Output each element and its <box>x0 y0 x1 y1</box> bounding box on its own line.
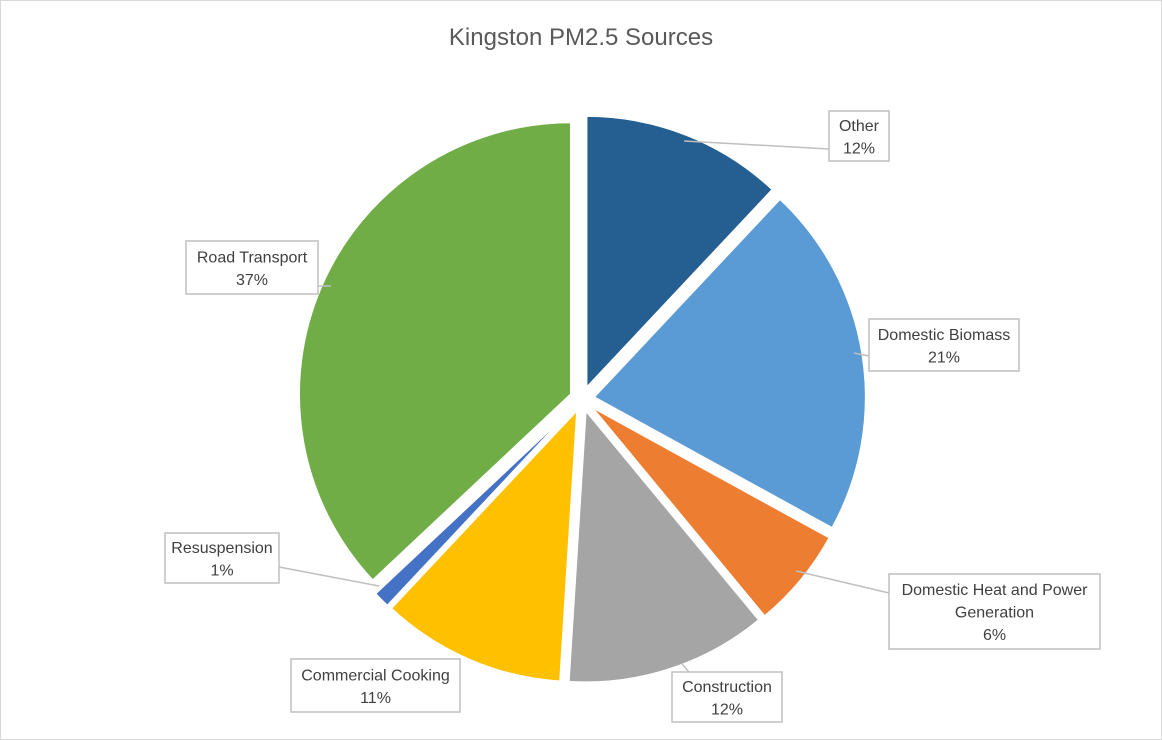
data-label-name: Resuspension <box>171 540 272 557</box>
pie-slice-resuspension <box>373 406 575 608</box>
data-label-value: 11% <box>360 690 391 707</box>
data-label-value: 37% <box>236 272 268 289</box>
leader-lines <box>278 140 890 673</box>
data-label-name: Commercial Cooking <box>301 667 450 684</box>
leader-line <box>683 140 830 150</box>
data-label-name: Road Transport <box>197 249 308 266</box>
data-label-box <box>828 110 890 162</box>
data-label-box <box>164 532 280 584</box>
pie-slices <box>298 114 867 684</box>
pie-slice-construction <box>567 407 761 684</box>
data-label-value: 12% <box>711 701 743 718</box>
data-label-box <box>290 658 461 713</box>
leader-line <box>278 566 380 587</box>
data-label-name: Domestic Heat and Power <box>902 582 1089 599</box>
pie-slice-other <box>585 114 775 391</box>
data-label-name: Other <box>839 118 880 135</box>
leader-line <box>681 663 690 673</box>
data-label-name: Generation <box>955 605 1034 622</box>
data-label-name: Construction <box>682 679 772 696</box>
data-label-box <box>888 573 1101 650</box>
data-labels: Other 12% Domestic Biomass 21% Domestic Heat… <box>164 110 1101 723</box>
data-label-box <box>185 240 319 295</box>
chart-title: Kingston PM2.5 Sources <box>449 24 713 51</box>
leader-line <box>853 352 870 357</box>
pie-slice-domestic-heat-and-power-generation <box>590 405 831 618</box>
data-label-value: 21% <box>928 349 960 366</box>
pie-slice-commercial-cooking <box>389 407 579 683</box>
data-label-value: 1% <box>210 562 233 579</box>
data-label-box <box>671 671 783 723</box>
data-label-box <box>868 318 1020 372</box>
leader-line <box>795 570 890 594</box>
data-label-name: Domestic Biomass <box>878 327 1010 344</box>
data-label-value: 12% <box>843 140 875 157</box>
data-label-value: 6% <box>983 627 1006 644</box>
